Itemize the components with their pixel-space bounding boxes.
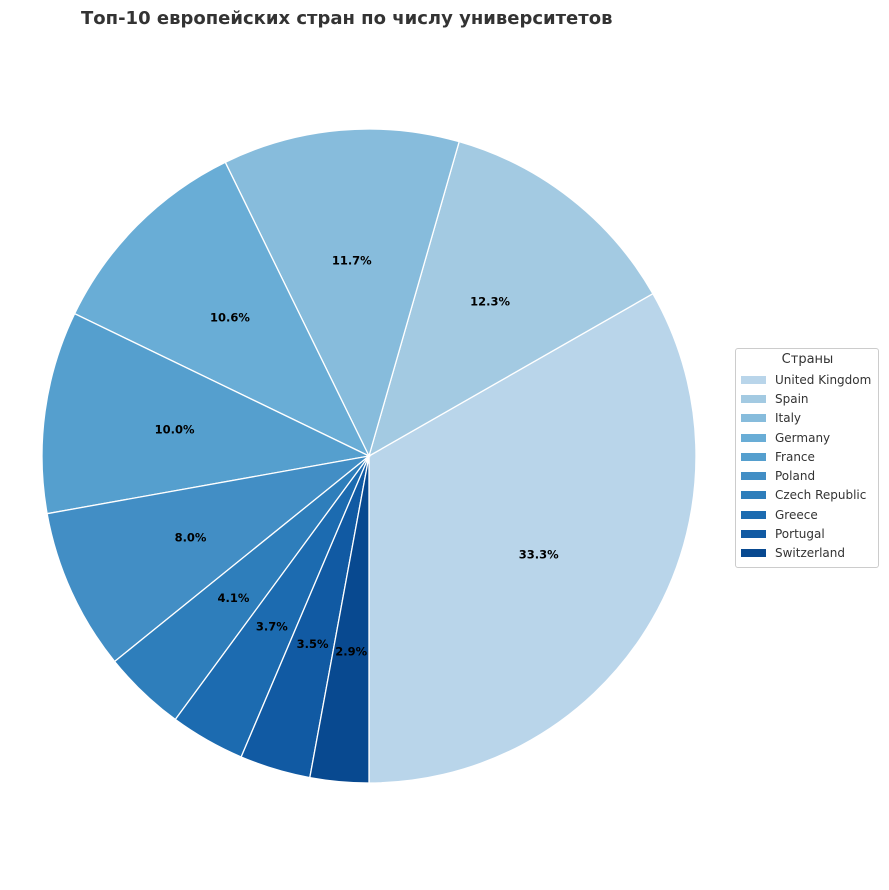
- legend-swatch: [741, 530, 766, 539]
- pie-slice-italy: [224, 128, 460, 458]
- legend-swatch: [741, 414, 766, 423]
- legend-swatch: [741, 491, 766, 500]
- legend-item: France: [741, 447, 874, 466]
- slice-label: 10.6%: [210, 311, 250, 325]
- legend-swatch: [741, 452, 766, 461]
- slice-label: 4.1%: [218, 591, 250, 605]
- legend-label: Poland: [775, 469, 816, 484]
- legend-swatch: [741, 510, 766, 519]
- legend-swatch: [741, 375, 766, 384]
- legend-label: France: [775, 449, 815, 464]
- legend-label: Switzerland: [775, 546, 845, 561]
- legend-label: United Kingdom: [775, 372, 872, 387]
- legend-item: Switzerland: [741, 544, 874, 563]
- legend-item: Greece: [741, 505, 874, 524]
- pie-slice-united-kingdom: [368, 292, 697, 784]
- legend-label: Italy: [775, 411, 802, 426]
- pie-slice-spain: [367, 140, 654, 458]
- slice-label: 12.3%: [470, 295, 510, 309]
- pie-chart: 33.3% 12.3% 11.7% 10.6% 10.0% 8.0% 4.1% 3.7% 3.5…: [41, 128, 697, 784]
- legend-swatch: [741, 549, 766, 558]
- legend-swatch: [741, 472, 766, 481]
- legend-item: Spain: [741, 389, 874, 408]
- legend-swatch: [741, 433, 766, 442]
- legend-items: United Kingdom Spain Italy Germany France Pol…: [741, 370, 874, 563]
- legend-item: Czech Republic: [741, 486, 874, 505]
- legend-label: Germany: [775, 430, 831, 445]
- slice-label: 3.7%: [256, 619, 288, 633]
- legend-item: United Kingdom: [741, 370, 874, 389]
- pie-slice-poland: [46, 455, 370, 663]
- pie-slice-switzerland: [309, 455, 370, 784]
- legend-label: Spain: [775, 391, 809, 406]
- pie-slice-france: [41, 312, 372, 515]
- legend-item: Portugal: [741, 524, 874, 543]
- legend-item: Italy: [741, 409, 874, 428]
- slice-label: 10.0%: [155, 422, 195, 436]
- slice-label: 2.9%: [335, 644, 367, 658]
- slice-label: 8.0%: [175, 531, 207, 545]
- legend-item: Poland: [741, 466, 874, 485]
- legend-swatch: [741, 394, 766, 403]
- legend-label: Greece: [775, 507, 818, 522]
- pie-slices: [41, 128, 697, 784]
- pie-slice-labels: 33.3% 12.3% 11.7% 10.6% 10.0% 8.0% 4.1% 3.7% 3.5…: [155, 254, 559, 659]
- slice-label: 3.5%: [297, 637, 329, 651]
- legend: Страны United Kingdom Spain Italy Germany Fr…: [735, 348, 879, 568]
- pie-slice-germany: [73, 161, 371, 458]
- legend-title: Страны: [781, 352, 834, 367]
- slice-label: 11.7%: [332, 254, 372, 268]
- slice-label: 33.3%: [519, 547, 559, 561]
- chart-title: Топ-10 европейских стран по числу универ…: [81, 8, 613, 29]
- legend-label: Czech Republic: [775, 488, 867, 503]
- legend-item: Germany: [741, 428, 874, 447]
- legend-label: Portugal: [775, 527, 825, 542]
